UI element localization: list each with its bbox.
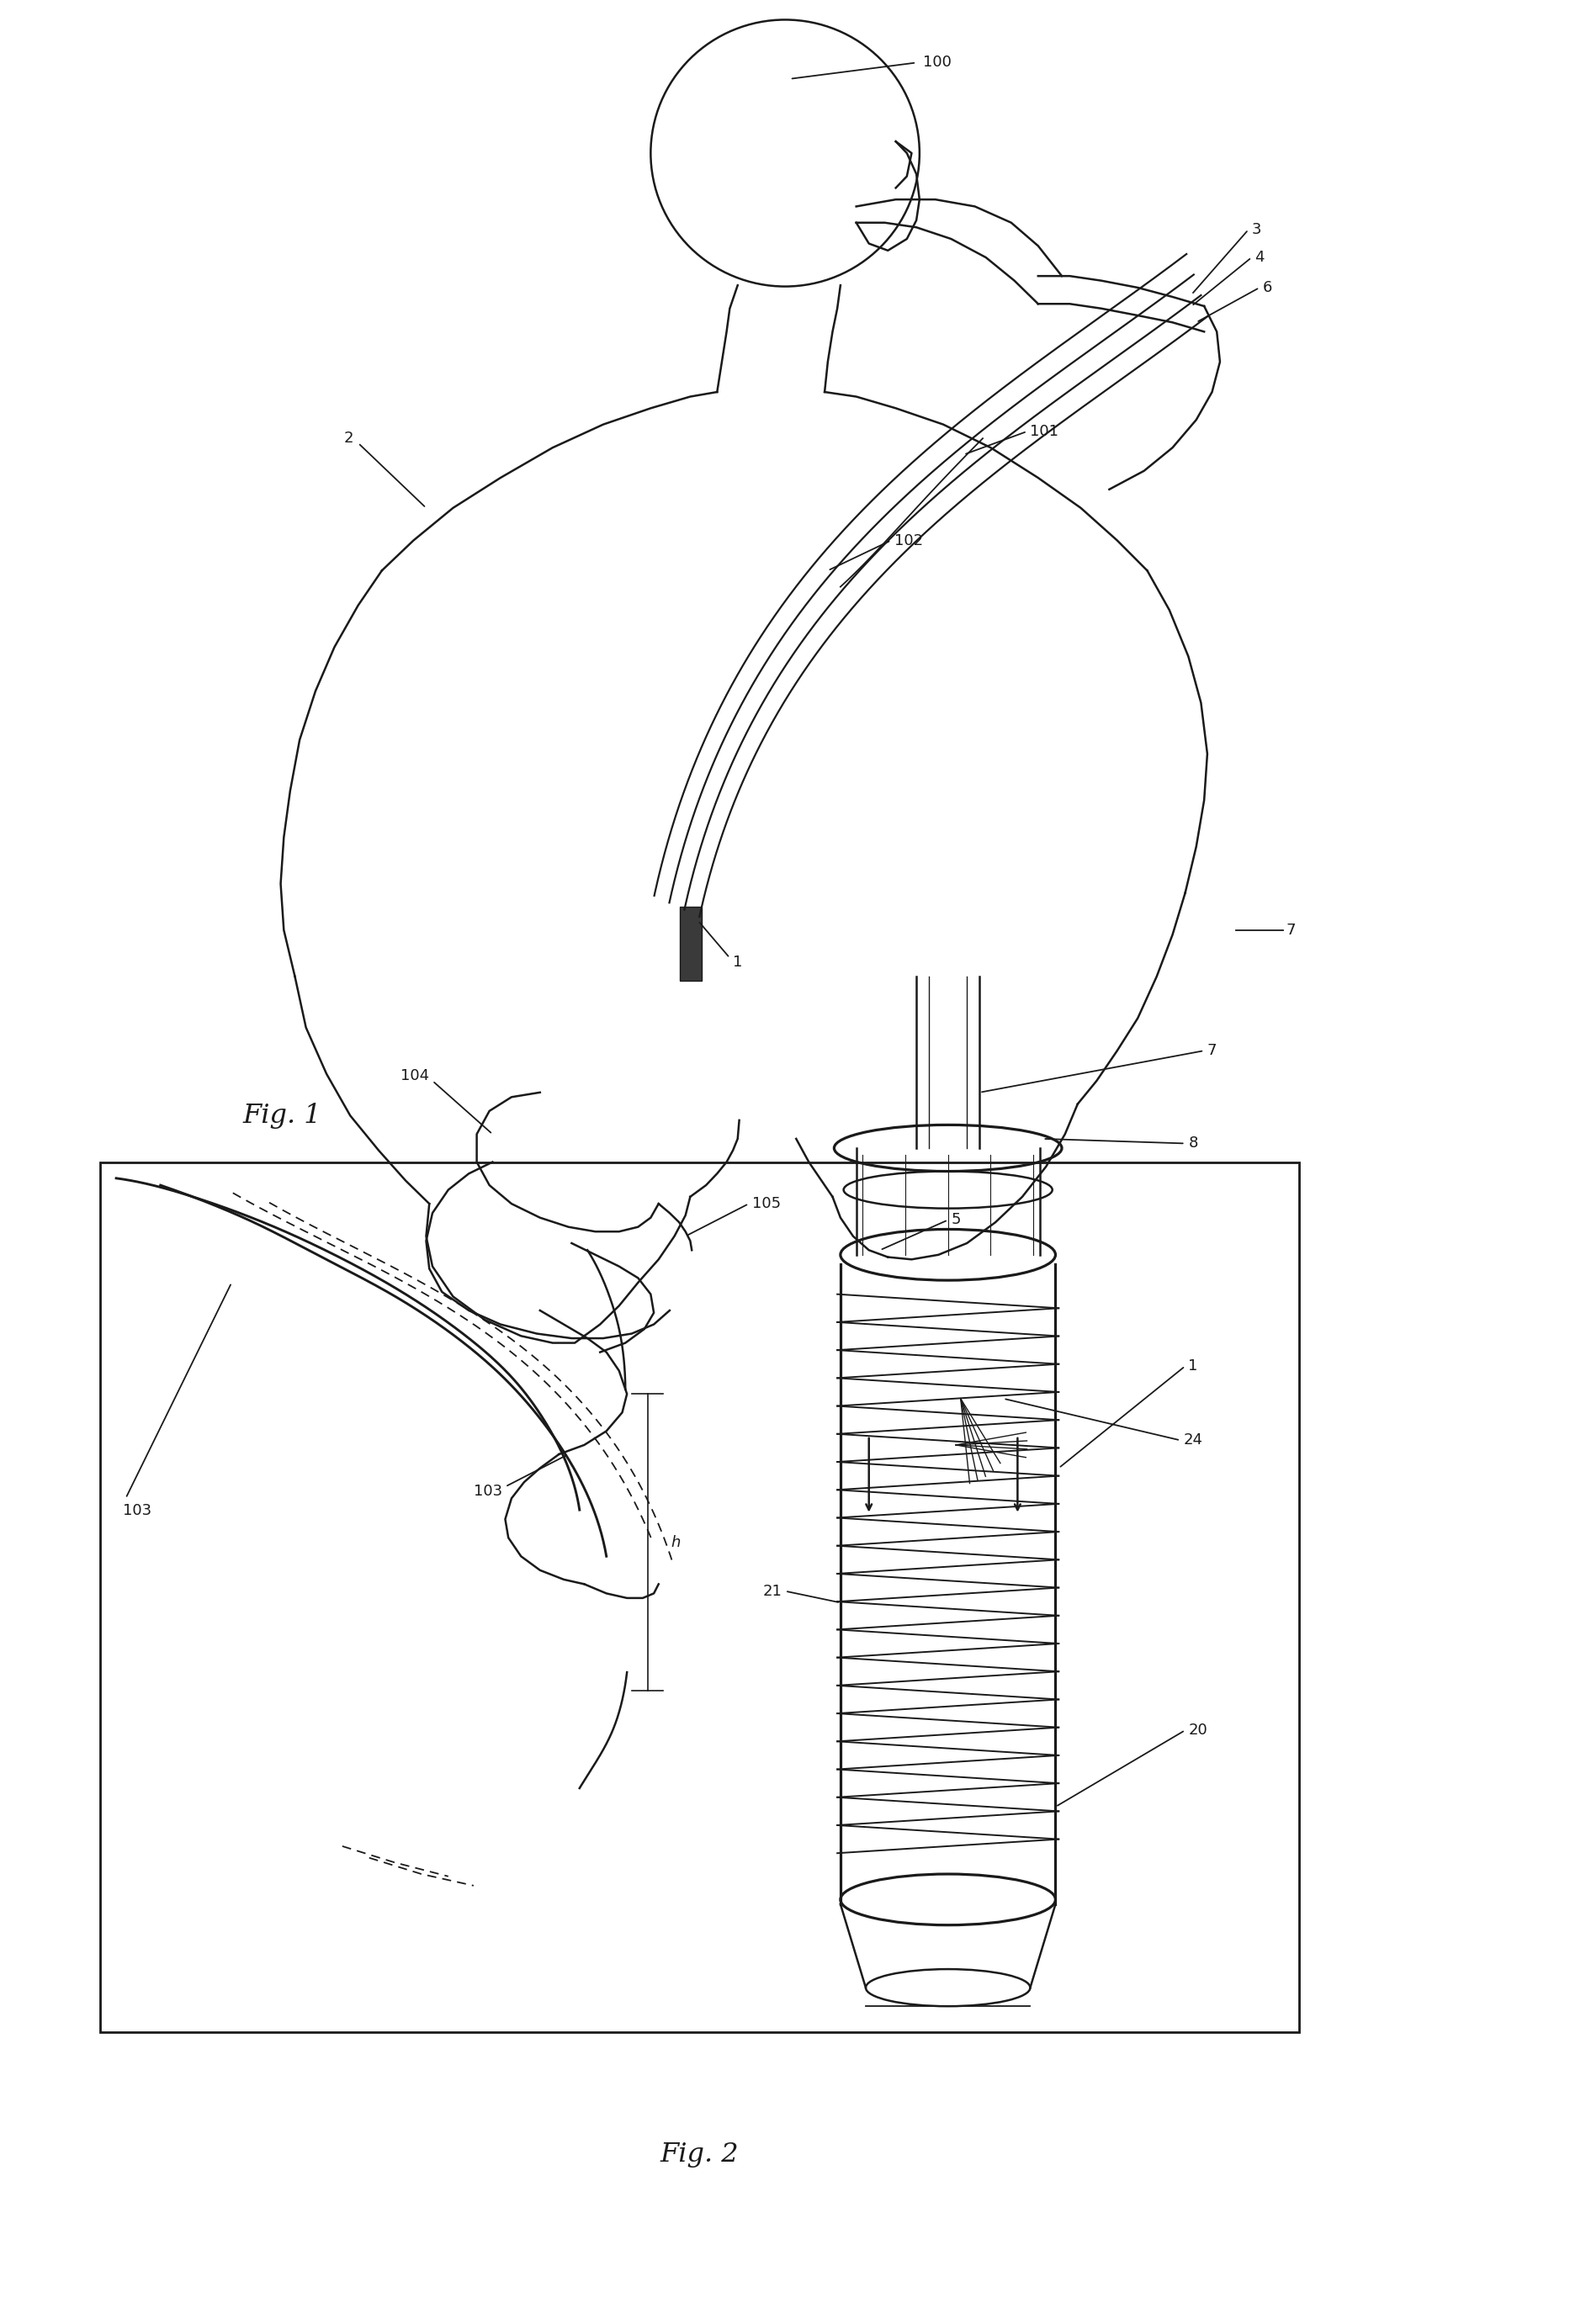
Text: 104: 104 — [401, 1069, 430, 1083]
Text: 24: 24 — [1183, 1434, 1202, 1448]
Text: h: h — [671, 1534, 680, 1550]
Text: 7: 7 — [1207, 1043, 1216, 1057]
Text: 2: 2 — [344, 430, 354, 446]
Text: 3: 3 — [1251, 223, 1261, 237]
Text: 103: 103 — [473, 1483, 503, 1499]
Text: 20: 20 — [1188, 1722, 1207, 1738]
Text: 105: 105 — [752, 1197, 780, 1211]
Text: 7: 7 — [1286, 923, 1296, 937]
Text: Fig. 1: Fig. 1 — [243, 1102, 322, 1129]
Text: 101: 101 — [1031, 423, 1059, 439]
Text: 8: 8 — [1188, 1136, 1197, 1150]
Bar — [679, 906, 701, 981]
Text: 1: 1 — [1188, 1360, 1197, 1373]
Text: Fig. 2: Fig. 2 — [660, 2143, 739, 2168]
Bar — [100, 1162, 1299, 2031]
Text: 100: 100 — [923, 56, 952, 70]
Text: 5: 5 — [952, 1213, 961, 1227]
Text: 1: 1 — [733, 955, 742, 969]
Text: 21: 21 — [763, 1583, 782, 1599]
Text: 102: 102 — [895, 532, 923, 548]
Text: 6: 6 — [1262, 281, 1272, 295]
Text: 103: 103 — [122, 1504, 151, 1518]
Text: 4: 4 — [1255, 251, 1264, 265]
